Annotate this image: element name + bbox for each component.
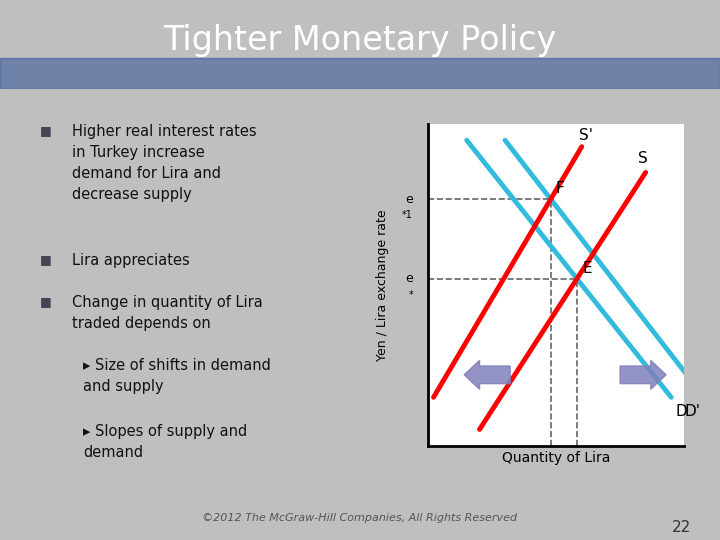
- Text: D': D': [684, 404, 700, 418]
- FancyArrow shape: [464, 360, 510, 389]
- Text: S: S: [638, 151, 648, 166]
- X-axis label: Quantity of Lira: Quantity of Lira: [502, 451, 611, 465]
- Text: ■: ■: [40, 253, 51, 266]
- Text: F: F: [556, 181, 564, 196]
- Text: 22: 22: [672, 521, 691, 535]
- Text: Tighter Monetary Policy: Tighter Monetary Policy: [163, 24, 557, 57]
- Text: ■: ■: [40, 124, 51, 137]
- Text: *: *: [408, 290, 413, 300]
- Text: E: E: [582, 260, 592, 275]
- Text: *1: *1: [402, 210, 413, 220]
- Text: ▸ Size of shifts in demand
and supply: ▸ Size of shifts in demand and supply: [83, 357, 271, 394]
- Text: D: D: [675, 404, 687, 418]
- Text: Higher real interest rates
in Turkey increase
demand for Lira and
decrease suppl: Higher real interest rates in Turkey inc…: [72, 124, 256, 202]
- Text: ■: ■: [40, 295, 51, 308]
- Text: e: e: [405, 272, 413, 285]
- Text: ©2012 The McGraw-Hill Companies, All Rights Reserved: ©2012 The McGraw-Hill Companies, All Rig…: [202, 512, 518, 523]
- FancyArrow shape: [620, 360, 666, 389]
- Text: Yen / Lira exchange rate: Yen / Lira exchange rate: [376, 209, 389, 361]
- Text: Lira appreciates: Lira appreciates: [72, 253, 190, 268]
- Bar: [0, 58, 720, 89]
- Text: e: e: [405, 193, 413, 206]
- Text: S': S': [579, 129, 593, 144]
- Text: ▸ Slopes of supply and
demand: ▸ Slopes of supply and demand: [83, 424, 247, 460]
- Text: Change in quantity of Lira
traded depends on: Change in quantity of Lira traded depend…: [72, 295, 263, 332]
